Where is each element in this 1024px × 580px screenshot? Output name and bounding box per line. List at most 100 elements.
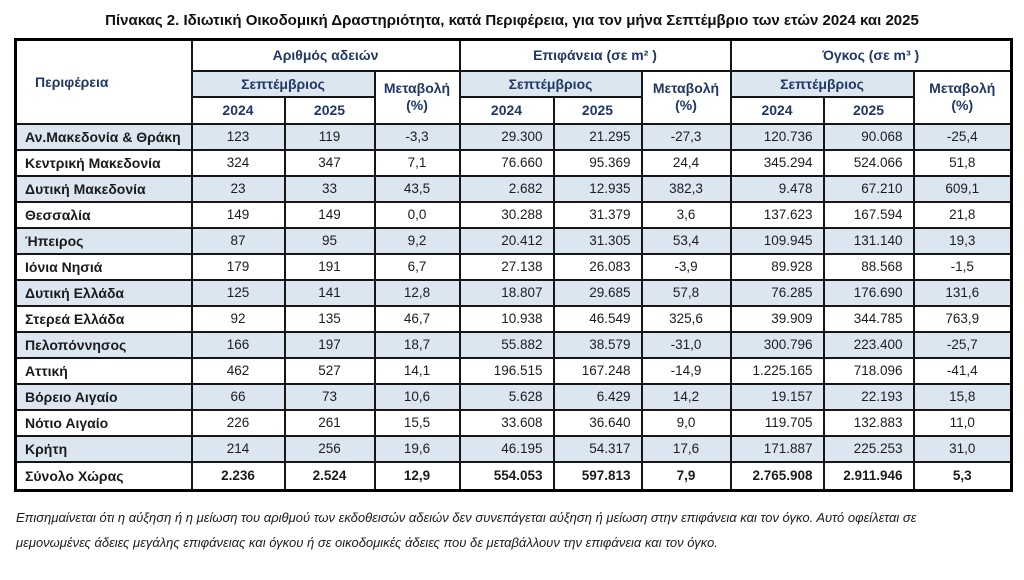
value-cell: 54.317	[552, 434, 643, 463]
value-cell: 23	[190, 174, 286, 203]
value-cell: 90.068	[822, 122, 915, 151]
year-header: 2025	[283, 95, 376, 125]
region-cell: Στερεά Ελλάδα	[14, 304, 193, 333]
value-cell: 597.813	[552, 460, 643, 492]
year-header: 2024	[458, 95, 555, 125]
total-row: Σύνολο Χώρας 2.236 2.524 12,9 554.053 597.813…	[14, 460, 1013, 492]
header-row-years: 2024 2025 2024 2025 2024 2025	[16, 95, 1012, 125]
value-cell: 223.400	[822, 330, 915, 359]
region-cell: Πελοπόννησος	[14, 330, 193, 359]
value-cell: -3,3	[373, 122, 461, 151]
value-cell: 36.640	[552, 408, 643, 437]
change-header-unit: (%)	[406, 97, 428, 113]
value-cell: 609,1	[912, 174, 1013, 203]
table-row: Πελοπόννησος 166 197 18,7 55.882 38.579 -31,0 3…	[14, 330, 1013, 359]
value-cell: 5,3	[912, 460, 1013, 492]
value-cell: 2.765.908	[729, 460, 825, 492]
region-cell: Ήπειρος	[14, 226, 193, 255]
value-cell: 718.096	[822, 356, 915, 385]
value-cell: 12.935	[552, 174, 643, 203]
value-cell: 135	[283, 304, 376, 333]
value-cell: 120.736	[729, 122, 825, 151]
value-cell: 9,2	[373, 226, 461, 255]
value-cell: 344.785	[822, 304, 915, 333]
value-cell: 2.911.946	[822, 460, 915, 492]
value-cell: 73	[283, 382, 376, 411]
value-cell: 92	[190, 304, 286, 333]
value-cell: 196.515	[458, 356, 555, 385]
value-cell: 179	[190, 252, 286, 281]
value-cell: 46.195	[458, 434, 555, 463]
value-cell: 382,3	[640, 174, 732, 203]
value-cell: -25,7	[912, 330, 1013, 359]
region-cell: Αν.Μακεδονία & Θράκη	[14, 122, 193, 151]
footnote-line: μεμονωμένες άδειες μεγάλης επιφάνειας κα…	[16, 535, 718, 550]
value-cell: 55.882	[458, 330, 555, 359]
value-cell: 261	[283, 408, 376, 437]
value-cell: 14,1	[373, 356, 461, 385]
region-cell: Θεσσαλία	[14, 200, 193, 229]
value-cell: 149	[283, 200, 376, 229]
value-cell: 197	[283, 330, 376, 359]
value-cell: 9,0	[640, 408, 732, 437]
value-cell: 347	[283, 148, 376, 177]
value-cell: 123	[190, 122, 286, 151]
region-cell: Κεντρική Μακεδονία	[14, 148, 193, 177]
value-cell: 33	[283, 174, 376, 203]
value-cell: 5.628	[458, 382, 555, 411]
value-cell: 67.210	[822, 174, 915, 203]
value-cell: 19.157	[729, 382, 825, 411]
value-cell: 53,4	[640, 226, 732, 255]
value-cell: 0,0	[373, 200, 461, 229]
value-cell: 119	[283, 122, 376, 151]
region-cell: Βόρειο Αιγαίο	[14, 382, 193, 411]
group-header-volume: Όγκος (σε m³ )	[729, 38, 1013, 72]
change-header-permits: Μεταβολή (%)	[373, 69, 461, 125]
value-cell: 554.053	[458, 460, 555, 492]
value-cell: -14,9	[640, 356, 732, 385]
year-header: 2025	[822, 95, 915, 125]
table-header: Περιφέρεια Αριθμός αδειών Επιφάνεια (σε …	[14, 38, 1013, 125]
page-title: Πίνακας 2. Ιδιωτική Οικοδομική Δραστηριό…	[105, 12, 919, 29]
value-cell: 95	[283, 226, 376, 255]
value-cell: 29.685	[552, 278, 643, 307]
value-cell: 31.305	[552, 226, 643, 255]
value-cell: 7,1	[373, 148, 461, 177]
value-cell: 15,5	[373, 408, 461, 437]
month-header-permits: Σεπτέμβριος	[190, 69, 376, 98]
value-cell: 125	[190, 278, 286, 307]
value-cell: 10.938	[458, 304, 555, 333]
value-cell: -1,5	[912, 252, 1013, 281]
value-cell: 171.887	[729, 434, 825, 463]
value-cell: 6.429	[552, 382, 643, 411]
header-row-groups: Περιφέρεια Αριθμός αδειών Επιφάνεια (σε …	[14, 38, 1013, 125]
value-cell: 462	[190, 356, 286, 385]
value-cell: 14,2	[640, 382, 732, 411]
value-cell: 225.253	[822, 434, 915, 463]
value-cell: 29.300	[458, 122, 555, 151]
value-cell: 11,0	[912, 408, 1013, 437]
value-cell: 39.909	[729, 304, 825, 333]
region-cell: Νότιο Αιγαίο	[14, 408, 193, 437]
table-body: Αν.Μακεδονία & Θράκη 123 119 -3,3 29.300 21.2…	[14, 122, 1013, 492]
value-cell: 109.945	[729, 226, 825, 255]
table-row: Δυτική Μακεδονία 23 33 43,5 2.682 12.935 382,3…	[14, 174, 1013, 203]
table-row: Ήπειρος 87 95 9,2 20.412 31.305 53,4 109.945 131…	[14, 226, 1013, 255]
value-cell: 131,6	[912, 278, 1013, 307]
value-cell: 46.549	[552, 304, 643, 333]
value-cell: -41,4	[912, 356, 1013, 385]
change-header-unit: (%)	[675, 97, 697, 113]
group-header-permits: Αριθμός αδειών	[190, 38, 461, 72]
value-cell: 119.705	[729, 408, 825, 437]
table-row: Αν.Μακεδονία & Θράκη 123 119 -3,3 29.300 21.2…	[14, 122, 1013, 151]
value-cell: 7,9	[640, 460, 732, 492]
table-row: Νότιο Αιγαίο 226 261 15,5 33.608 36.640 9,0 119…	[14, 408, 1013, 437]
month-header-surface: Σεπτέμβριος	[458, 69, 643, 98]
value-cell: 256	[283, 434, 376, 463]
month-header-volume: Σεπτέμβριος	[729, 69, 915, 98]
change-header-volume: Μεταβολή (%)	[912, 69, 1013, 125]
value-cell: 763,9	[912, 304, 1013, 333]
value-cell: 149	[190, 200, 286, 229]
value-cell: 33.608	[458, 408, 555, 437]
region-cell: Σύνολο Χώρας	[14, 460, 193, 492]
